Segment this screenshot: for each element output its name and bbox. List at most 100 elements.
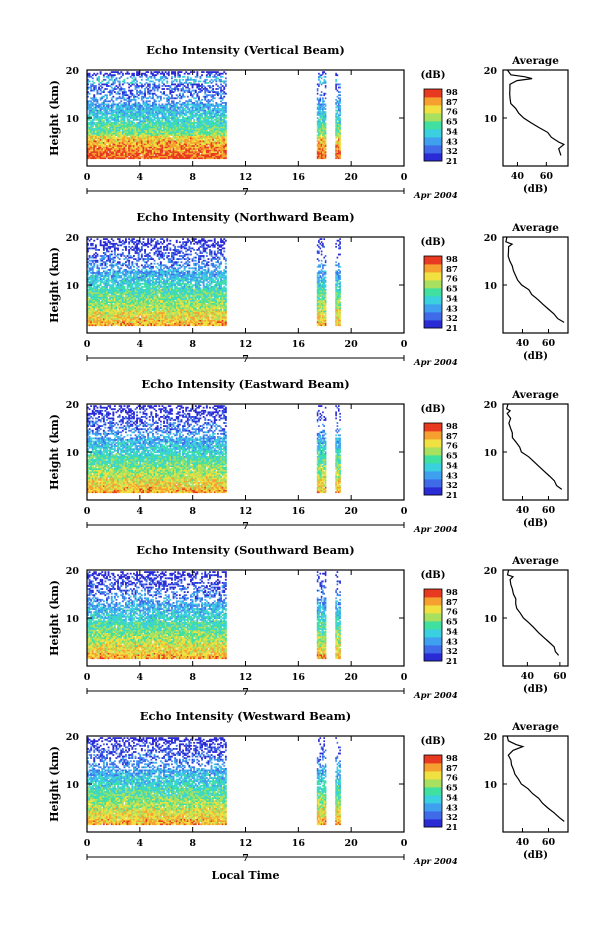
heatmap-cell [89,81,91,83]
heatmap-cell [135,99,137,101]
heatmap-cell [162,119,164,121]
heatmap-cell [225,107,227,109]
heatmap-cell [166,77,168,79]
heatmap-cell [198,84,200,86]
heatmap-cell [112,96,114,98]
heatmap-cell [136,84,138,86]
heatmap-cell [117,71,119,73]
heatmap-cell [150,71,152,73]
heatmap-cell [198,97,200,99]
heatmap-cell [318,136,320,138]
heatmap-cell [185,81,187,83]
heatmap-cell [318,85,320,87]
heatmap-cell [100,240,102,242]
heatmap-cell [225,128,227,130]
colorbar-swatch [424,129,442,137]
heatmap-cell [97,90,99,92]
heatmap-cell [155,104,157,106]
x-tick-label: 8 [189,172,196,183]
heatmap-cell [193,119,195,121]
heatmap-cell [223,96,225,98]
heatmap-cell [337,105,339,107]
heatmap-cell [339,91,341,93]
heatmap-cell [108,251,110,253]
heatmap-cell [95,244,97,246]
colorbar-swatch [424,145,442,153]
heatmap-cell [100,73,102,75]
heatmap-cell [98,76,100,78]
heatmap-cell [160,97,162,99]
heatmap-cell [171,76,173,78]
heatmap-cell [206,88,208,90]
heatmap-cell [112,76,114,78]
heatmap-cell [108,81,110,83]
heatmap-cell [337,102,339,104]
heatmap-cell [158,85,160,87]
heatmap-cell [122,73,124,75]
heatmap-cell [325,136,327,138]
heatmap-cell [138,97,140,99]
heatmap-cell [318,124,320,126]
heatmap-cell [92,243,94,245]
heatmap-cell [318,145,320,147]
heatmap-cell [147,97,149,99]
heatmap-cell [323,150,325,152]
heatmap-cell [322,73,324,75]
heatmap-cell [149,84,151,86]
heatmap-cell [154,82,156,84]
heatmap-cell [225,145,227,147]
colorbar-tick-label: 65 [446,118,458,128]
heatmap-cell [339,102,341,104]
heatmap-cell [203,71,205,73]
heatmap-cell [127,71,129,73]
heatmap-cell [337,90,339,92]
heatmap-cell [337,140,339,142]
heatmap-cell [143,100,145,102]
heatmap-cell [225,73,227,75]
heatmap-cell [339,131,341,133]
heatmap-cell [337,119,339,121]
heatmap-cell [138,73,140,75]
panel-1: Echo Intensity (Northward Beam)2010Heigh… [48,210,568,368]
heatmap-cell [155,100,157,102]
heatmap-cell [323,124,325,126]
heatmap-cell [325,153,327,155]
heatmap-cell [318,111,320,113]
heatmap-cell [339,111,341,113]
heatmap-cell [323,157,325,159]
heatmap-cell [89,240,91,242]
heatmap-cell [222,97,224,99]
heatmap-cell [225,120,227,122]
heatmap-cell [111,93,113,95]
heatmap-cell [158,81,160,83]
heatmap-cell [131,90,133,92]
heatmap-cell [109,248,111,250]
colorbar-unit: (dB) [421,70,446,81]
heatmap-cell [104,241,106,243]
heatmap-cell [141,84,143,86]
heatmap-cell [190,71,192,73]
heatmap-cell [339,97,341,99]
heatmap-cell [337,122,339,124]
heatmap-cell [98,269,100,271]
heatmap-cell [184,96,186,98]
heatmap-cell [179,93,181,95]
heatmap-cell [220,79,222,81]
heatmap-cell [337,84,339,86]
x-tick-label: 20 [345,172,359,183]
heatmap-cell [223,71,225,73]
colorbar-tick-label: 43 [446,137,458,147]
heatmap-cell [181,71,183,73]
heatmap-cell [325,73,327,75]
heatmap-cell [337,116,339,118]
heatmap-cell [97,260,99,262]
heatmap-cell [195,90,197,92]
heatmap-cell [322,97,324,99]
heatmap-cell [169,85,171,87]
colorbar-swatch [424,97,442,105]
heatmap-cell [111,238,113,240]
heatmap-cell [162,85,164,87]
month-label: Apr 2004 [413,191,458,201]
heatmap-cell [196,93,198,95]
panel-title: Echo Intensity (Vertical Beam) [146,43,345,57]
